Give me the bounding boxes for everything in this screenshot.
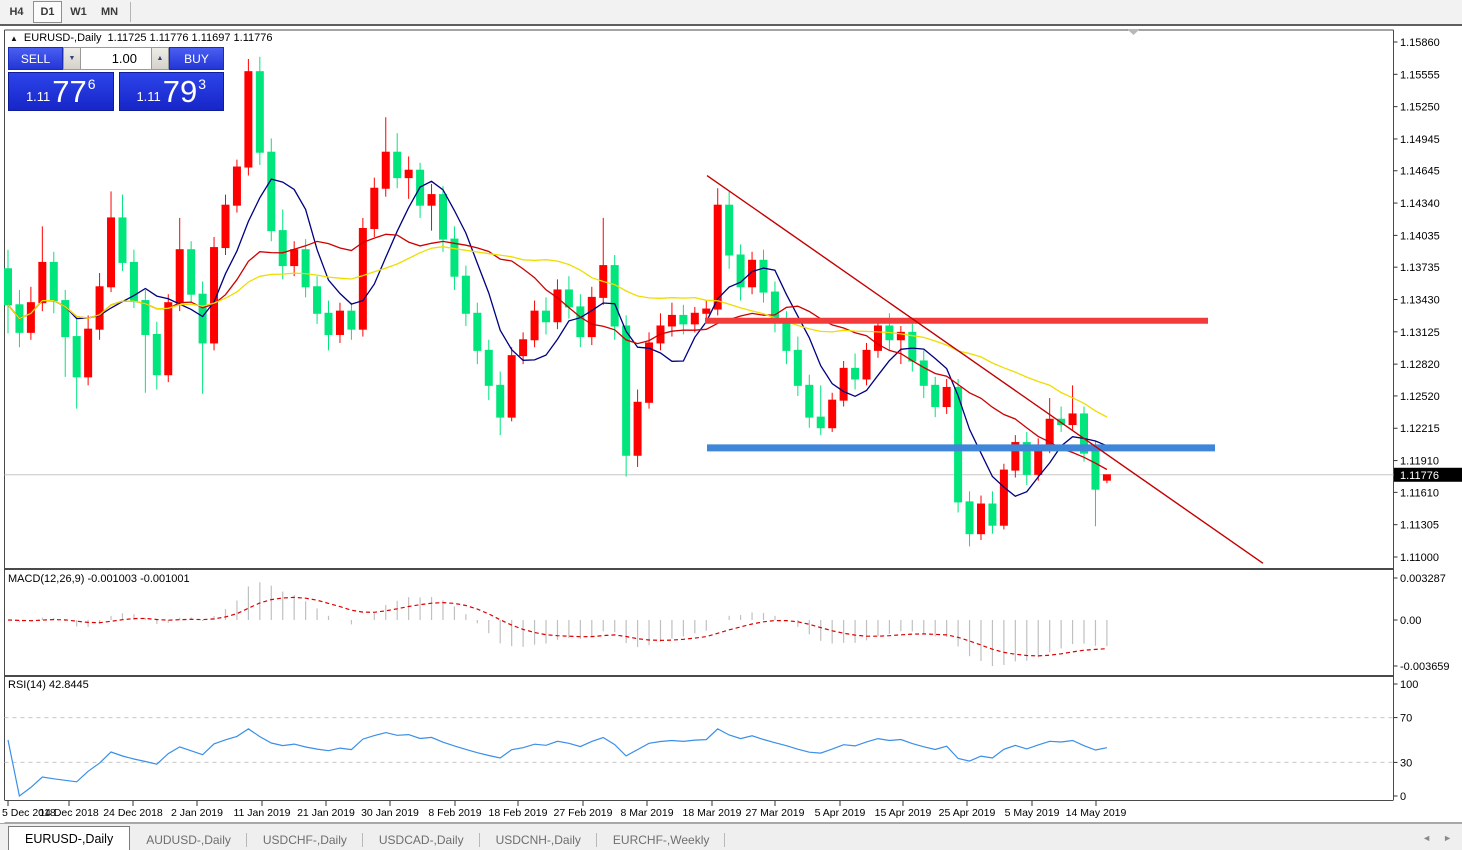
timeframe-h4-button[interactable]: H4 xyxy=(9,6,24,18)
svg-text:1.11910: 1.11910 xyxy=(1400,456,1439,468)
chart-shift-marker-icon xyxy=(1127,29,1140,35)
svg-text:1.12215: 1.12215 xyxy=(1400,423,1440,435)
current-price-tag xyxy=(1394,467,1462,482)
svg-text:1.14645: 1.14645 xyxy=(1400,166,1440,178)
svg-text:1.11776: 1.11776 xyxy=(1400,470,1439,482)
tab-scroll-right-icon[interactable]: ► xyxy=(1443,832,1452,843)
svg-text:24 Dec 2018: 24 Dec 2018 xyxy=(103,807,163,819)
sell-price-sup: 6 xyxy=(87,76,96,92)
svg-text:30: 30 xyxy=(1400,757,1412,769)
svg-text:0: 0 xyxy=(1400,791,1406,803)
tab-eurusd-daily[interactable]: EURUSD-,Daily xyxy=(8,826,131,850)
sell-button[interactable]: SELL xyxy=(8,47,63,70)
chart-title: ▲ EURUSD-,Daily 1.11725 1.11776 1.11697 … xyxy=(10,32,273,44)
buy-price-small: 1.11 xyxy=(136,89,161,104)
svg-text:100: 100 xyxy=(1400,679,1418,691)
svg-text:1.13735: 1.13735 xyxy=(1400,262,1440,274)
macd-label: MACD(12,26,9) -0.001003 -0.001001 xyxy=(8,573,190,585)
svg-text:11 Jan 2019: 11 Jan 2019 xyxy=(233,807,290,819)
sell-price-small: 1.11 xyxy=(25,89,51,104)
svg-text:2 Jan 2019: 2 Jan 2019 xyxy=(171,807,223,819)
tab-audusd-daily[interactable]: AUDUSD-,Daily xyxy=(130,829,247,850)
svg-text:1.11000: 1.11000 xyxy=(1400,552,1439,564)
svg-text:1.15555: 1.15555 xyxy=(1400,69,1440,81)
tab-usdcad-daily[interactable]: USDCAD-,Daily xyxy=(363,829,480,850)
svg-text:21 Jan 2019: 21 Jan 2019 xyxy=(297,807,355,819)
chart-tab-bar: EURUSD-,Daily AUDUSD-,Daily USDCHF-,Dail… xyxy=(0,823,1462,850)
macd-values: -0.001003 -0.001001 xyxy=(87,573,190,585)
ma-fast-line xyxy=(7,178,1108,497)
tab-usdchf-daily[interactable]: USDCHF-,Daily xyxy=(247,829,363,850)
tab-usdcnh-daily[interactable]: USDCNH-,Daily xyxy=(480,829,598,850)
svg-text:1.13430: 1.13430 xyxy=(1400,294,1440,306)
sell-price-big: 77 xyxy=(52,74,87,109)
svg-text:25 Apr 2019: 25 Apr 2019 xyxy=(939,807,996,819)
svg-text:14 Dec 2018: 14 Dec 2018 xyxy=(39,807,99,819)
buy-price-big: 79 xyxy=(162,74,198,109)
svg-text:1.11305: 1.11305 xyxy=(1400,520,1439,532)
buy-button[interactable]: BUY xyxy=(169,47,224,70)
timeframe-w1-button[interactable]: W1 xyxy=(70,6,87,18)
svg-text:1.15860: 1.15860 xyxy=(1400,37,1440,49)
rsi-value: 42.8445 xyxy=(48,679,89,691)
ma-mid-line xyxy=(7,233,1108,471)
macd-histogram xyxy=(18,582,1108,666)
buy-price-sup: 3 xyxy=(198,76,207,92)
rsi-label: RSI(14) 42.8445 xyxy=(8,679,89,691)
timeframe-d1-button[interactable]: D1 xyxy=(33,1,62,23)
svg-text:1.14035: 1.14035 xyxy=(1400,230,1440,242)
svg-text:1.15250: 1.15250 xyxy=(1400,102,1440,114)
svg-text:1.14340: 1.14340 xyxy=(1400,198,1440,210)
toolbar-separator xyxy=(130,2,131,22)
rsi-line xyxy=(7,728,1108,798)
svg-text:30 Jan 2019: 30 Jan 2019 xyxy=(361,807,419,819)
volume-input[interactable]: 1.00 xyxy=(81,47,151,70)
svg-text:1.14945: 1.14945 xyxy=(1400,134,1440,146)
tab-scroll-left-icon[interactable]: ◄ xyxy=(1422,832,1432,843)
volume-up-icon[interactable]: ▲ xyxy=(151,47,169,70)
sell-price-button[interactable]: 1.11 77 6 xyxy=(8,72,114,111)
svg-text:-0.003659: -0.003659 xyxy=(1400,661,1450,673)
timeframe-mn-button[interactable]: MN xyxy=(100,6,119,18)
svg-text:5 Dec 2018: 5 Dec 2018 xyxy=(2,807,56,819)
svg-text:1.12820: 1.12820 xyxy=(1400,359,1440,371)
svg-text:27 Feb 2019: 27 Feb 2019 xyxy=(554,807,613,819)
buy-price-button[interactable]: 1.11 79 3 xyxy=(118,72,224,111)
svg-text:15 Apr 2019: 15 Apr 2019 xyxy=(875,807,932,819)
svg-text:8 Feb 2019: 8 Feb 2019 xyxy=(428,807,481,819)
one-click-trade-panel: SELL ▼ 1.00 ▲ BUY 1.11 77 6 1.11 79 3 xyxy=(8,47,224,111)
price-axis: 1.15860 1.15555 1.15250 1.14945 1.14645 1.143… xyxy=(1393,37,1440,564)
volume-down-icon[interactable]: ▼ xyxy=(63,47,81,70)
svg-text:5 Apr 2019: 5 Apr 2019 xyxy=(815,807,866,819)
svg-text:18 Mar 2019: 18 Mar 2019 xyxy=(683,807,742,819)
one-click-collapse-icon[interactable]: ▲ xyxy=(10,33,18,43)
ma-slow-line xyxy=(7,246,1108,418)
tab-eurchf-weekly[interactable]: EURCHF-,Weekly xyxy=(597,829,726,850)
chart-symbol-label: EURUSD-,Daily xyxy=(23,32,102,44)
svg-text:5 May 2019: 5 May 2019 xyxy=(1005,807,1060,819)
macd-signal-line xyxy=(7,596,1107,657)
chart-ohlc-values: 1.11725 1.11776 1.11697 1.11776 xyxy=(107,32,273,44)
timeframe-toolbar: H4 D1 W1 MN xyxy=(0,0,1462,26)
svg-text:1.11610: 1.11610 xyxy=(1400,487,1439,499)
svg-text:1.13125: 1.13125 xyxy=(1400,327,1440,339)
svg-text:27 Mar 2019: 27 Mar 2019 xyxy=(746,807,805,819)
svg-text:14 May 2019: 14 May 2019 xyxy=(1066,807,1127,819)
svg-text:70: 70 xyxy=(1400,713,1412,725)
descending-trendline xyxy=(706,174,1264,564)
svg-text:0.00: 0.00 xyxy=(1400,615,1421,627)
svg-text:1.12520: 1.12520 xyxy=(1400,391,1440,403)
svg-text:0.003287: 0.003287 xyxy=(1400,573,1446,585)
svg-text:18 Feb 2019: 18 Feb 2019 xyxy=(489,807,548,819)
svg-text:8 Mar 2019: 8 Mar 2019 xyxy=(620,807,673,819)
